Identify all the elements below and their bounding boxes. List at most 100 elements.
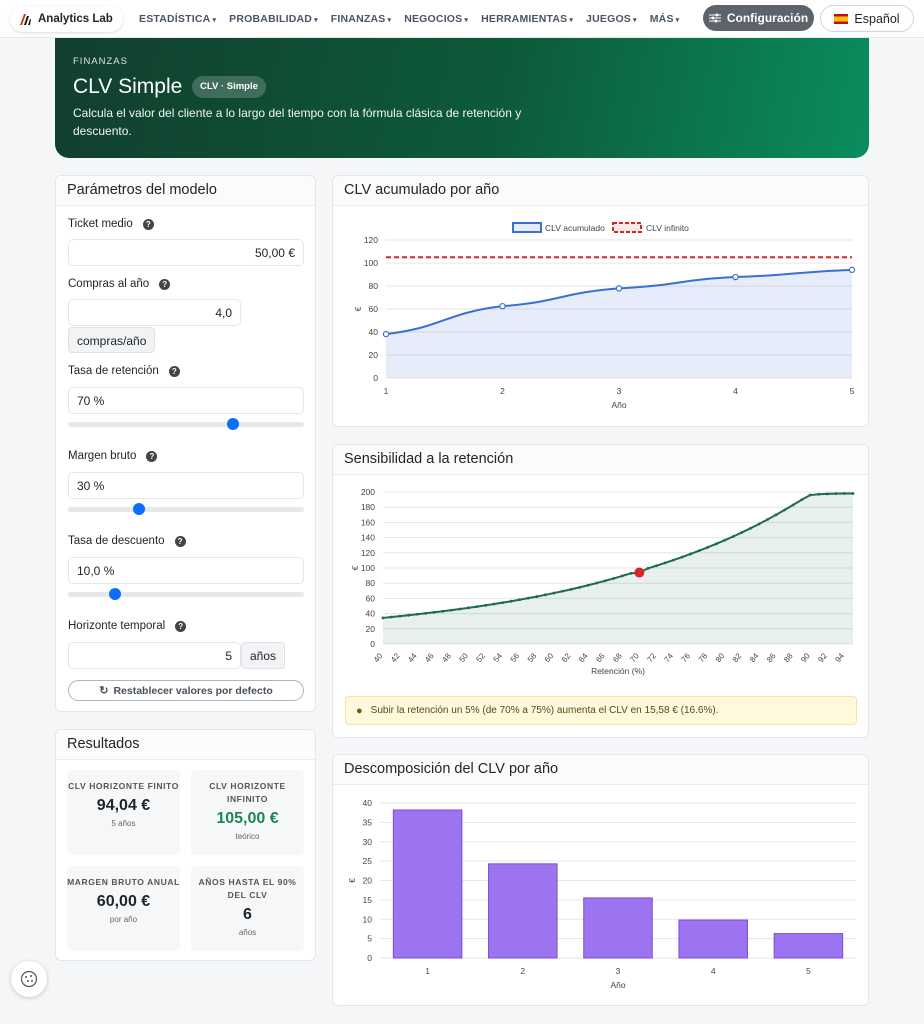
results-card: Resultados CLV HORIZONTE FINITO 94,04 € …	[55, 729, 316, 961]
cookie-settings-button[interactable]	[11, 961, 47, 997]
clv-point	[382, 330, 390, 338]
y-tick-label: 40	[369, 327, 379, 337]
x-tick-label: 66	[594, 651, 607, 664]
help-icon[interactable]: ?	[168, 365, 180, 377]
clv-accumulated-chart: 0 20 40 60 80 100 120 € Año 1 2 3 4 5 CLV acumulado CLV…	[353, 222, 856, 410]
y-tick-label: 100	[364, 258, 378, 268]
stat-sub: teórico	[235, 832, 260, 841]
caret-down-icon: ▾	[569, 17, 574, 24]
stat-margen-anual: MARGEN BRUTO ANUAL 60,00 € por año	[67, 866, 180, 951]
language-select[interactable]: Español	[820, 5, 914, 32]
nav-label: PROBABILIDAD	[229, 13, 313, 25]
sensitivity-title: Sensibilidad a la retención	[333, 445, 868, 475]
ticket-input[interactable]: 50,00 €	[68, 239, 304, 266]
bar	[773, 933, 844, 959]
sensitivity-point	[629, 571, 633, 575]
help-icon[interactable]: ?	[159, 278, 171, 290]
legend-swatch-clv-acumulado	[512, 222, 542, 233]
sensitivity-point	[834, 492, 838, 496]
descuento-slider[interactable]	[68, 588, 304, 600]
brand-logo-icon	[20, 14, 31, 25]
sensitivity-point	[663, 561, 667, 565]
caret-down-icon: ▾	[387, 17, 392, 24]
nav-finanzas[interactable]: FINANZAS ▾	[331, 13, 391, 25]
nav-mas[interactable]: MÁS ▾	[650, 13, 680, 25]
stat-value: 94,04 €	[96, 797, 151, 814]
margen-slider[interactable]	[68, 503, 304, 515]
x-tick-label: 2	[520, 966, 525, 976]
x-tick-label: 92	[816, 651, 829, 664]
y-tick-label: 30	[363, 837, 373, 847]
stat-label: AÑOS HASTA EL 90% DEL CLV	[198, 877, 297, 900]
reset-button[interactable]: ↻ Restablecer valores por defecto	[68, 680, 304, 701]
nav-estadistica[interactable]: ESTADÍSTICA ▾	[139, 13, 216, 25]
slider-thumb[interactable]	[109, 588, 122, 600]
stat-value: 105,00 €	[216, 810, 279, 827]
x-tick-label: 1	[425, 966, 430, 976]
sensitivity-point	[484, 603, 487, 607]
configuration-button[interactable]: Configuración	[703, 5, 814, 31]
x-tick-label: 94	[833, 651, 846, 664]
sensitivity-point	[432, 610, 436, 614]
y-tick-label: 40	[366, 609, 376, 619]
brand-home-link[interactable]: Analytics Lab	[10, 6, 123, 32]
sensitivity-chart: 0 20 40 60 80 100 120 140 160 180 200 € Retención (%…	[350, 487, 855, 676]
sensitivity-point	[407, 613, 411, 617]
y-tick-label: 20	[369, 350, 379, 360]
stat-label: CLV HORIZONTE INFINITO	[209, 781, 286, 804]
nav-probabilidad[interactable]: PROBABILIDAD ▾	[229, 13, 318, 25]
y-tick-label: 60	[366, 593, 376, 603]
sensitivity-point	[612, 577, 616, 580]
stat-sub: por año	[109, 915, 138, 924]
decomposition-chart: 0 5 10 15 20 25 30 35 40 € Año 1 2 3 4 5	[347, 798, 856, 990]
y-tick-label: 0	[370, 639, 375, 649]
help-icon[interactable]: ?	[146, 450, 158, 462]
y-tick-label: 25	[363, 856, 373, 866]
x-tick-label: 42	[389, 651, 402, 664]
x-tick-label: 54	[492, 651, 505, 664]
caret-down-icon: ▾	[464, 17, 469, 24]
nav-juegos[interactable]: JUEGOS ▾	[586, 13, 637, 25]
x-tick-label: 70	[628, 651, 641, 664]
hero-badge: CLV · Simple	[192, 76, 266, 98]
sensitivity-point	[458, 607, 462, 611]
slider-thumb[interactable]	[132, 503, 145, 515]
sensitivity-point	[680, 555, 684, 559]
retencion-slider[interactable]	[68, 418, 304, 430]
help-icon[interactable]: ?	[174, 535, 186, 547]
clv-point	[732, 273, 739, 281]
hero-banner: FINANZAS CLV Simple CLV · Simple Calcula…	[55, 38, 869, 158]
cookie-icon	[20, 970, 38, 988]
retencion-input[interactable]: 70 %	[68, 387, 304, 414]
sensitivity-point	[475, 605, 479, 609]
nav-label: JUEGOS	[586, 13, 632, 25]
y-tick-label: 100	[361, 563, 375, 573]
descuento-input[interactable]: 10,0 %	[68, 557, 304, 584]
x-tick-label: 68	[611, 651, 624, 664]
compras-input[interactable]: 4,0	[68, 299, 241, 326]
slider-thumb[interactable]	[227, 418, 240, 430]
sensitivity-point	[714, 542, 718, 546]
bar	[583, 897, 653, 959]
bar	[392, 809, 463, 959]
sensitivity-point	[561, 589, 564, 593]
y-tick-label: 140	[361, 533, 375, 543]
y-tick-label: 180	[361, 502, 375, 512]
x-tick-label: 50	[457, 651, 470, 664]
nav-herramientas[interactable]: HERRAMIENTAS ▾	[481, 13, 573, 25]
compras-label-row: Compras al año?	[68, 278, 171, 290]
y-tick-label: 5	[367, 934, 372, 944]
help-icon[interactable]: ?	[175, 620, 187, 632]
nav-negocios[interactable]: NEGOCIOS ▾	[404, 13, 468, 25]
stat-value: 60,00 €	[96, 893, 151, 910]
horizonte-label: Horizonte temporal	[68, 620, 166, 632]
help-icon[interactable]: ?	[142, 218, 154, 230]
lightbulb-icon: ●	[356, 704, 363, 717]
horizonte-input[interactable]: 5	[68, 642, 241, 669]
sliders-icon	[708, 13, 721, 23]
y-axis-label: €	[353, 306, 363, 311]
sensitivity-point	[603, 579, 607, 583]
x-tick-label: 1	[384, 386, 389, 396]
y-tick-label: 60	[369, 304, 379, 314]
margen-input[interactable]: 30 %	[68, 472, 304, 499]
